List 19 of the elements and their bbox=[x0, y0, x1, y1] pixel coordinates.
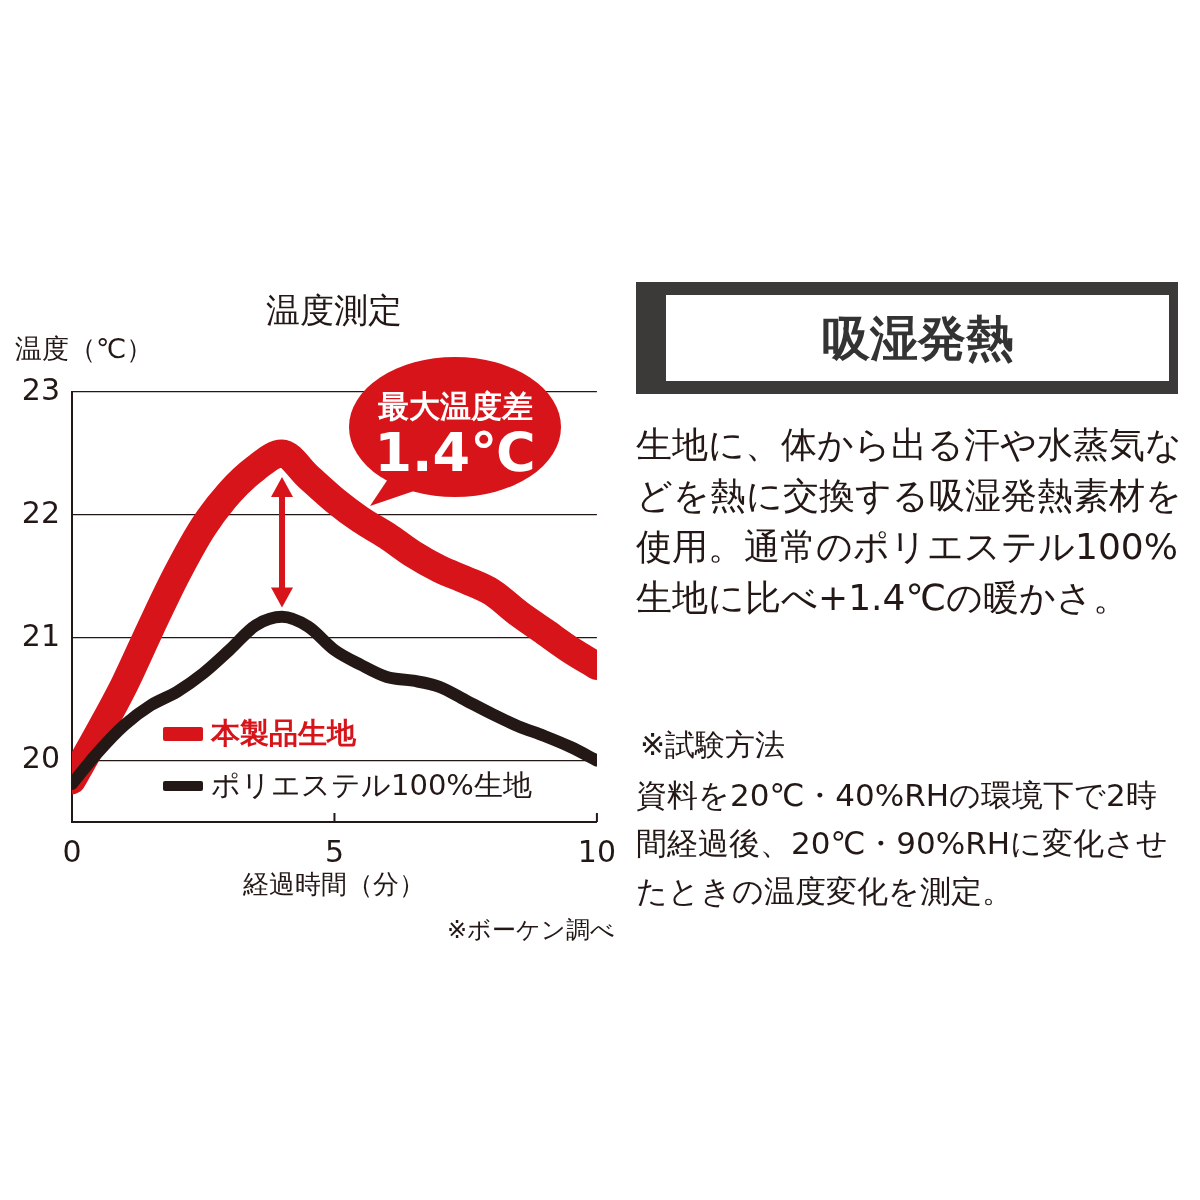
legend-label: 本製品生地 bbox=[211, 715, 356, 752]
legend-label: ポリエステル100%生地 bbox=[211, 767, 532, 804]
text: 資料を20℃・40%RHの環境下で2時間経過後、20℃・90%RHに変化させたときの温度変化を測定。 bbox=[636, 776, 1169, 911]
y-tick-label: 21 bbox=[21, 617, 60, 653]
chart-title: 温度測定 bbox=[265, 290, 404, 330]
y-tick-label: 23 bbox=[21, 371, 60, 407]
annotation: 最大温度差 bbox=[376, 388, 534, 424]
y-tick-label: 20 bbox=[21, 740, 60, 776]
text: 生地に、体から出る汗や水蒸気などを熱に交換する吸湿発熱素材を使用。通常のポリエステル100%生地に比べ+1.4℃の暖かさ。 bbox=[636, 423, 1183, 620]
x-tick-label: 0 bbox=[62, 833, 82, 869]
text: ※ボーケン調べ bbox=[446, 915, 615, 945]
annotation: 1.4℃ bbox=[373, 421, 537, 485]
text: ※試験方法 bbox=[640, 726, 786, 764]
y-tick-label: 22 bbox=[21, 494, 60, 530]
x-axis-title: 経過時間（分） bbox=[242, 869, 426, 900]
text: 吸湿発熱 bbox=[820, 309, 1015, 368]
y-axis-title: 温度（℃） bbox=[15, 333, 154, 365]
x-tick-label: 5 bbox=[324, 833, 344, 869]
x-tick-label: 10 bbox=[577, 833, 617, 869]
